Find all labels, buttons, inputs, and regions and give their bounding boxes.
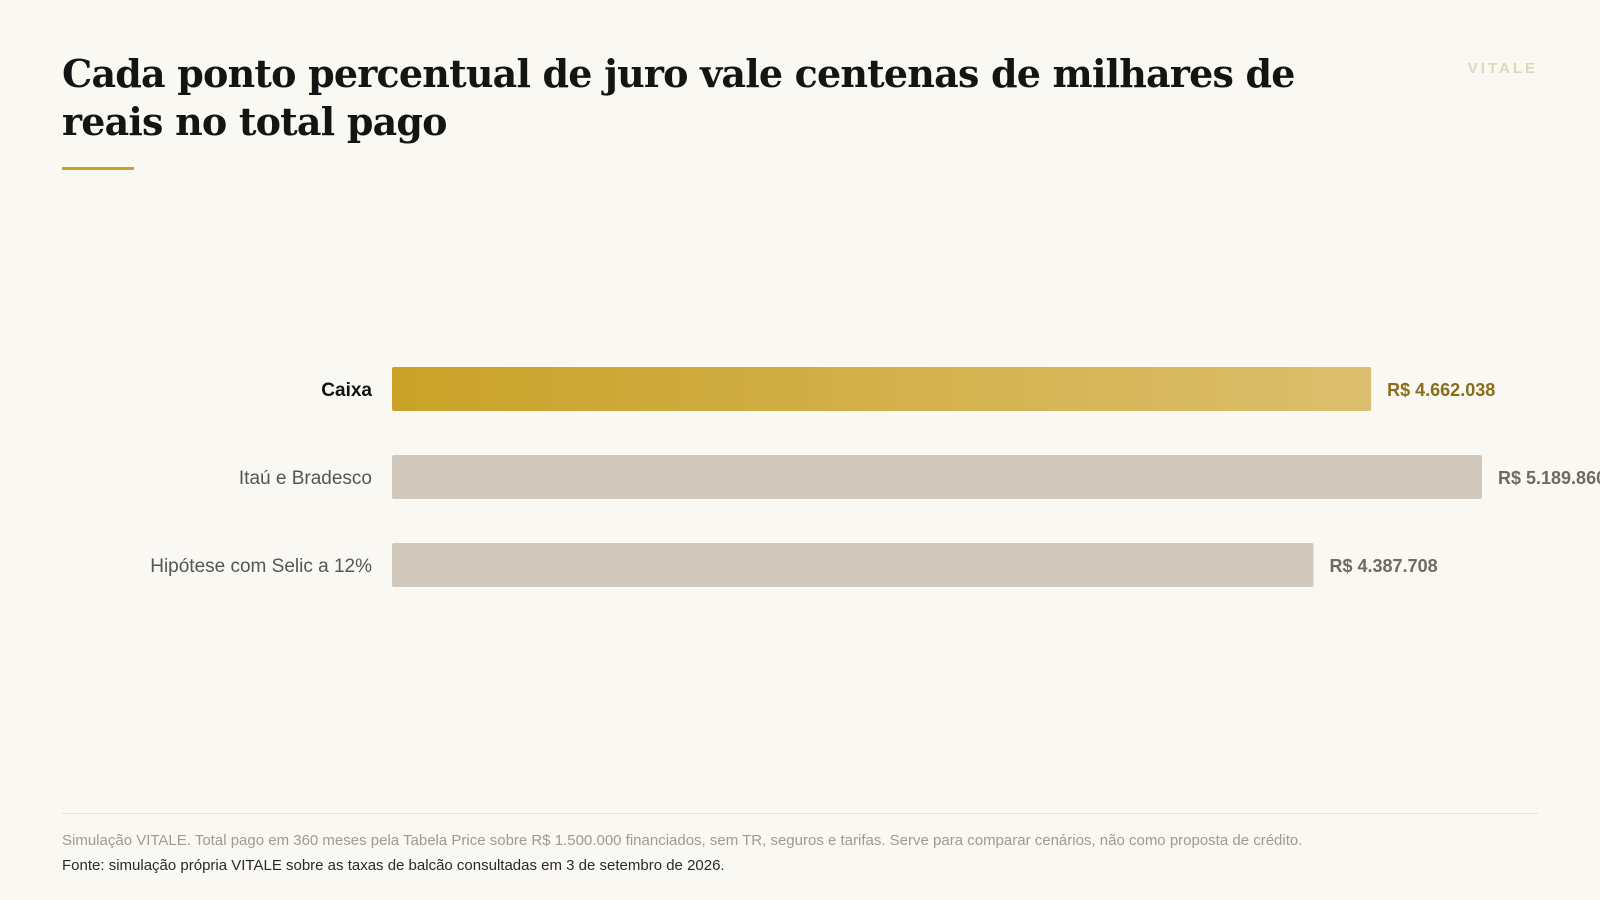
bar-2 <box>392 455 1482 499</box>
category-label-2: Itaú e Bradesco <box>239 468 372 489</box>
value-label-1: R$ 4.662.038 <box>1387 380 1495 400</box>
footer-source: Fonte: simulação própria VITALE sobre as… <box>62 857 725 874</box>
footer-note: Simulação VITALE. Total pago em 360 mese… <box>62 832 1303 849</box>
chart-title: Cada ponto percentual de juro vale cente… <box>62 51 1295 144</box>
category-label-3: Hipótese com Selic a 12% <box>150 556 372 577</box>
value-label-2: R$ 5.189.860 <box>1498 468 1600 488</box>
category-label-1: Caixa <box>321 380 372 401</box>
brand-logo: VITALE <box>1467 60 1538 77</box>
bar-3 <box>392 543 1314 587</box>
bar-1 <box>392 367 1372 411</box>
title-accent-rule <box>62 167 134 170</box>
value-label-3: R$ 4.387.708 <box>1330 556 1438 576</box>
footer-divider <box>62 813 1538 814</box>
